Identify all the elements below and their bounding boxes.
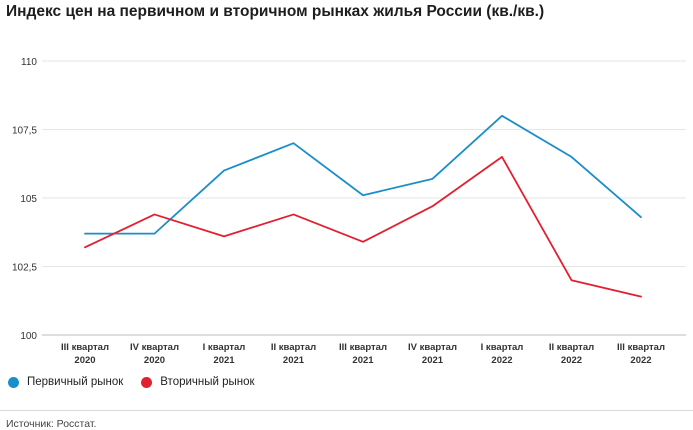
chart-title: Индекс цен на первичном и вторичном рынк… (6, 3, 545, 20)
legend-marker-primary (8, 376, 19, 388)
x-tick-label: II квартал 2021 (271, 342, 316, 366)
legend-label-secondary: Вторичный рынок (160, 376, 255, 388)
x-tick-label: I квартал 2021 (203, 342, 246, 366)
legend-marker-secondary (141, 376, 153, 388)
series-layer (84, 114, 642, 298)
footer-divider (0, 410, 693, 411)
x-tick-label: III квартал 2020 (61, 342, 109, 366)
source-note: Источник: Росстат. (6, 418, 97, 430)
legend-item-primary: Первичный рынок (8, 376, 123, 388)
x-tick-label: IV квартал 2021 (408, 342, 457, 366)
x-tick-label: III квартал 2021 (339, 342, 387, 366)
y-tick-label: 102,5 (12, 263, 37, 274)
x-tick-label: III квартал 2022 (617, 342, 665, 366)
y-tick-label: 110 (21, 57, 37, 68)
y-axis-ticks: 110 107,5 105 102,5 100 (12, 57, 37, 342)
legend-label-primary: Первичный рынок (27, 376, 124, 388)
legend-item-secondary: Вторичный рынок (141, 376, 255, 388)
series-line-secondary (84, 155, 642, 298)
chart-legend: Первичный рынок Вторичный рынок (8, 376, 255, 388)
grid-layer (42, 60, 686, 336)
x-axis-ticks: III квартал 2020 IV квартал 2020 I квартал 20… (61, 342, 665, 366)
series-line-primary (84, 114, 642, 235)
y-tick-label: 105 (20, 194, 37, 205)
line-chart: 110 107,5 105 102,5 100 III квартал 2020 IV кв… (12, 57, 686, 366)
x-tick-label: IV квартал 2020 (130, 342, 179, 366)
y-tick-label: 100 (20, 331, 37, 342)
x-tick-label: II квартал 2022 (549, 342, 594, 366)
y-tick-label: 107,5 (12, 126, 37, 137)
x-tick-label: I квартал 2022 (481, 342, 524, 366)
